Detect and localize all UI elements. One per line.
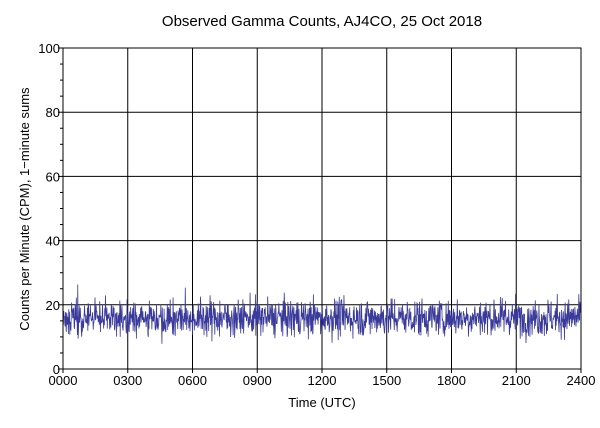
y-axis-label: Counts per Minute (CPM), 1−minute sums (17, 87, 32, 331)
y-tick-label: 100 (38, 41, 60, 56)
x-tick-label: 1800 (437, 373, 466, 388)
y-tick-layer: 0 20 40 60 80 100 (38, 41, 63, 377)
x-tick-label: 1200 (308, 373, 337, 388)
x-tick-label: 2400 (567, 373, 596, 388)
chart-title: Observed Gamma Counts, AJ4CO, 25 Oct 201… (162, 13, 482, 30)
y-tick-label: 20 (46, 298, 60, 313)
x-tick-layer: 0000 0300 0600 0900 1200 1500 1800 2100 2400 (49, 369, 596, 388)
x-tick-label: 2100 (502, 373, 531, 388)
series-line (62, 284, 582, 344)
x-tick-label: 1500 (372, 373, 401, 388)
y-tick-label: 40 (46, 234, 60, 249)
y-tick-label: 80 (46, 105, 60, 120)
x-tick-label: 0900 (243, 373, 272, 388)
y-tick-label: 60 (46, 169, 60, 184)
x-tick-label: 0300 (113, 373, 142, 388)
series-layer (62, 284, 582, 344)
x-tick-label: 0600 (178, 373, 207, 388)
x-tick-label: 0000 (49, 373, 78, 388)
y-tick-label: 0 (53, 362, 60, 377)
x-axis-label: Time (UTC) (288, 395, 355, 410)
